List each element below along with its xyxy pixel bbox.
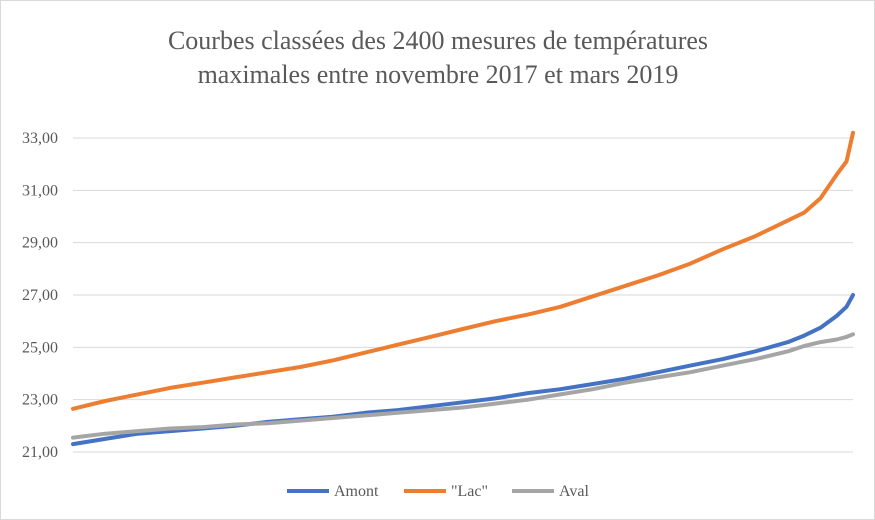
grid-lines [73,137,853,453]
series-lines [71,130,855,447]
y-tick-label: 31,00 [22,182,58,199]
y-tick-label: 23,00 [22,392,58,409]
series-line-2 [71,332,855,440]
y-tick-label: 27,00 [22,287,58,304]
legend: Amont "Lac" Aval [287,483,589,500]
y-tick-label: 29,00 [22,235,58,252]
series-line-1 [71,130,855,411]
legend-label-2: Aval [559,483,589,500]
chart-title-line-2: maximales entre novembre 2017 et mars 20… [198,60,679,89]
series-line-0 [71,293,855,447]
y-axis-tick-labels: 21,00 23,00 25,00 27,00 29,00 31,00 33,00 [22,130,58,461]
legend-label-0: Amont [334,483,379,500]
y-tick-label: 25,00 [22,339,58,356]
y-tick-label: 21,00 [22,444,58,461]
legend-label-1: "Lac" [451,483,488,500]
chart-title-line-1: Courbes classées des 2400 mesures de tem… [168,26,708,55]
y-tick-label: 33,00 [22,130,58,147]
